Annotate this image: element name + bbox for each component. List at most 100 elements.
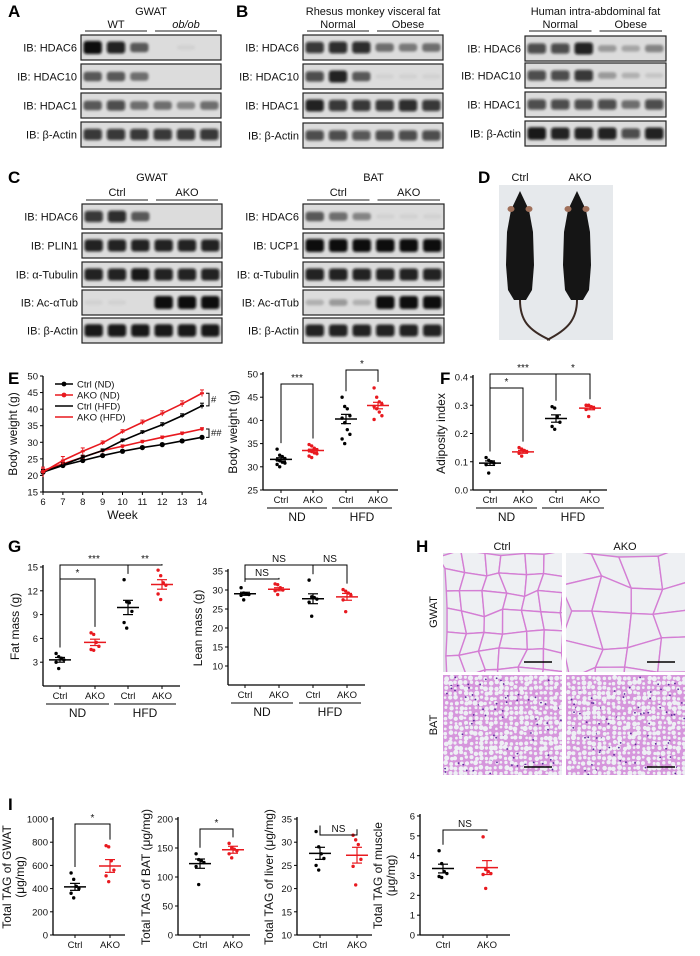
data-point [307,600,311,604]
panel-letters: A B C D E F G H I [8,2,490,814]
blot-row-label: IB: β-Actin [248,131,299,143]
blot-band [106,100,126,111]
data-point [199,434,205,440]
data-point [275,462,279,467]
x-tick-label: AKO [337,690,357,701]
blot-band [329,239,348,252]
blot-band [83,128,102,141]
blot-row-label: IB: HDAC1 [23,101,77,113]
line-chart-body-weight: 15 20 25 30 35 40 45 50 6 7 8 9 10 11 12 13 14 Week Body w… [6,372,222,523]
significance-bracket [442,829,488,845]
blot-band [621,100,640,109]
blot-band [598,72,617,79]
blot-band [131,268,150,281]
data-point [314,829,318,834]
blot-band [154,296,173,309]
data-point [340,437,344,441]
blot-row-label: IB: β-Actin [470,129,521,141]
mouse-ear [525,206,533,212]
x-tick-label: Ctrl [483,495,498,506]
blot-band [422,99,441,112]
data-point [341,587,345,592]
y-tick-label: 200 [157,815,173,826]
blot-row-label: IB: HDAC1 [467,100,521,112]
y-tick-label: 0.1 [455,457,468,468]
blot-band [352,41,371,54]
blot-membrane [302,203,445,230]
x-tick-label: Ctrl [121,691,136,702]
y-tick-label: 25 [212,605,223,616]
data-point [344,609,348,614]
data-point [159,442,165,448]
y-tick-label: 20 [27,471,38,482]
x-tick-label: Ctrl [68,940,83,951]
group-ctrl [309,829,331,872]
significance-label: * [76,568,80,579]
blot-band [551,43,570,54]
blot-band [598,127,617,140]
data-point [344,589,348,593]
data-point [276,582,280,587]
mouse-photo-panel: Ctrl AKO [499,172,613,341]
blot-band [305,99,324,112]
data-point [112,868,116,872]
significance-label: * [360,359,364,370]
blot-band [107,210,127,223]
y-tick-label: 30 [281,838,292,849]
data-point [130,609,134,614]
x-tick-label: Ctrl [313,940,328,951]
blot-group-label: Ctrl [330,187,347,199]
blot-membrane [80,92,222,119]
significance-label: * [215,818,219,829]
significance-label: * [571,363,575,374]
mouse-ako [546,191,591,341]
y-tick-label: 45 [247,393,258,404]
data-point [273,582,277,586]
blot-row-label: IB: β-Actin [27,326,78,338]
data-point [160,412,165,415]
blot-row-label: IB: β-Actin [26,130,77,142]
blot-membrane [302,92,444,119]
histology-image-gwat [443,553,562,672]
blot-row: IB: α-Tubulin [237,261,445,288]
blot-band [352,99,371,112]
blot-band [177,296,197,309]
blot-band [398,43,418,52]
blot-band [83,71,102,82]
blot-band [154,239,173,252]
data-point [194,864,198,869]
y-tick-label: 1 [410,911,415,922]
data-point [375,395,379,399]
data-point [340,395,344,399]
blot-group-label: Ctrl [108,187,125,199]
blot-band [201,324,220,337]
blot-row-label: IB: HDAC6 [245,212,299,224]
data-point [139,444,145,451]
data-point [120,444,125,449]
y-tick-label: 25 [281,861,292,872]
blot-panel: GWAT WT ob/ob IB: HDAC6 IB: HDAC10 IB: HDAC1 I… [17,6,222,148]
blot-band [176,45,196,50]
data-point [345,407,349,411]
group-label: ND [253,705,271,719]
mouse-ear [564,206,572,212]
blot-row-label: IB: Ac-αTub [21,298,78,310]
blot-title: GWAT [135,6,167,18]
blot-band [153,101,172,110]
blot-band [352,324,371,337]
data-point [356,842,360,847]
blot-membrane [81,317,223,344]
data-point [107,845,111,849]
blot-band [422,130,441,141]
blot-band [352,212,371,221]
histology-image-bat [566,675,685,775]
y-axis-label: Adiposity index [434,393,448,474]
panel-letter-a: A [8,2,20,21]
y-tick-label: 3 [410,871,415,882]
blot-band [422,43,441,52]
data-point [100,452,106,459]
data-point [276,592,280,597]
blot-title: Human intra-abdominal fat [531,6,661,18]
mouse-body [563,191,591,300]
blot-group-label: WT [107,19,124,31]
